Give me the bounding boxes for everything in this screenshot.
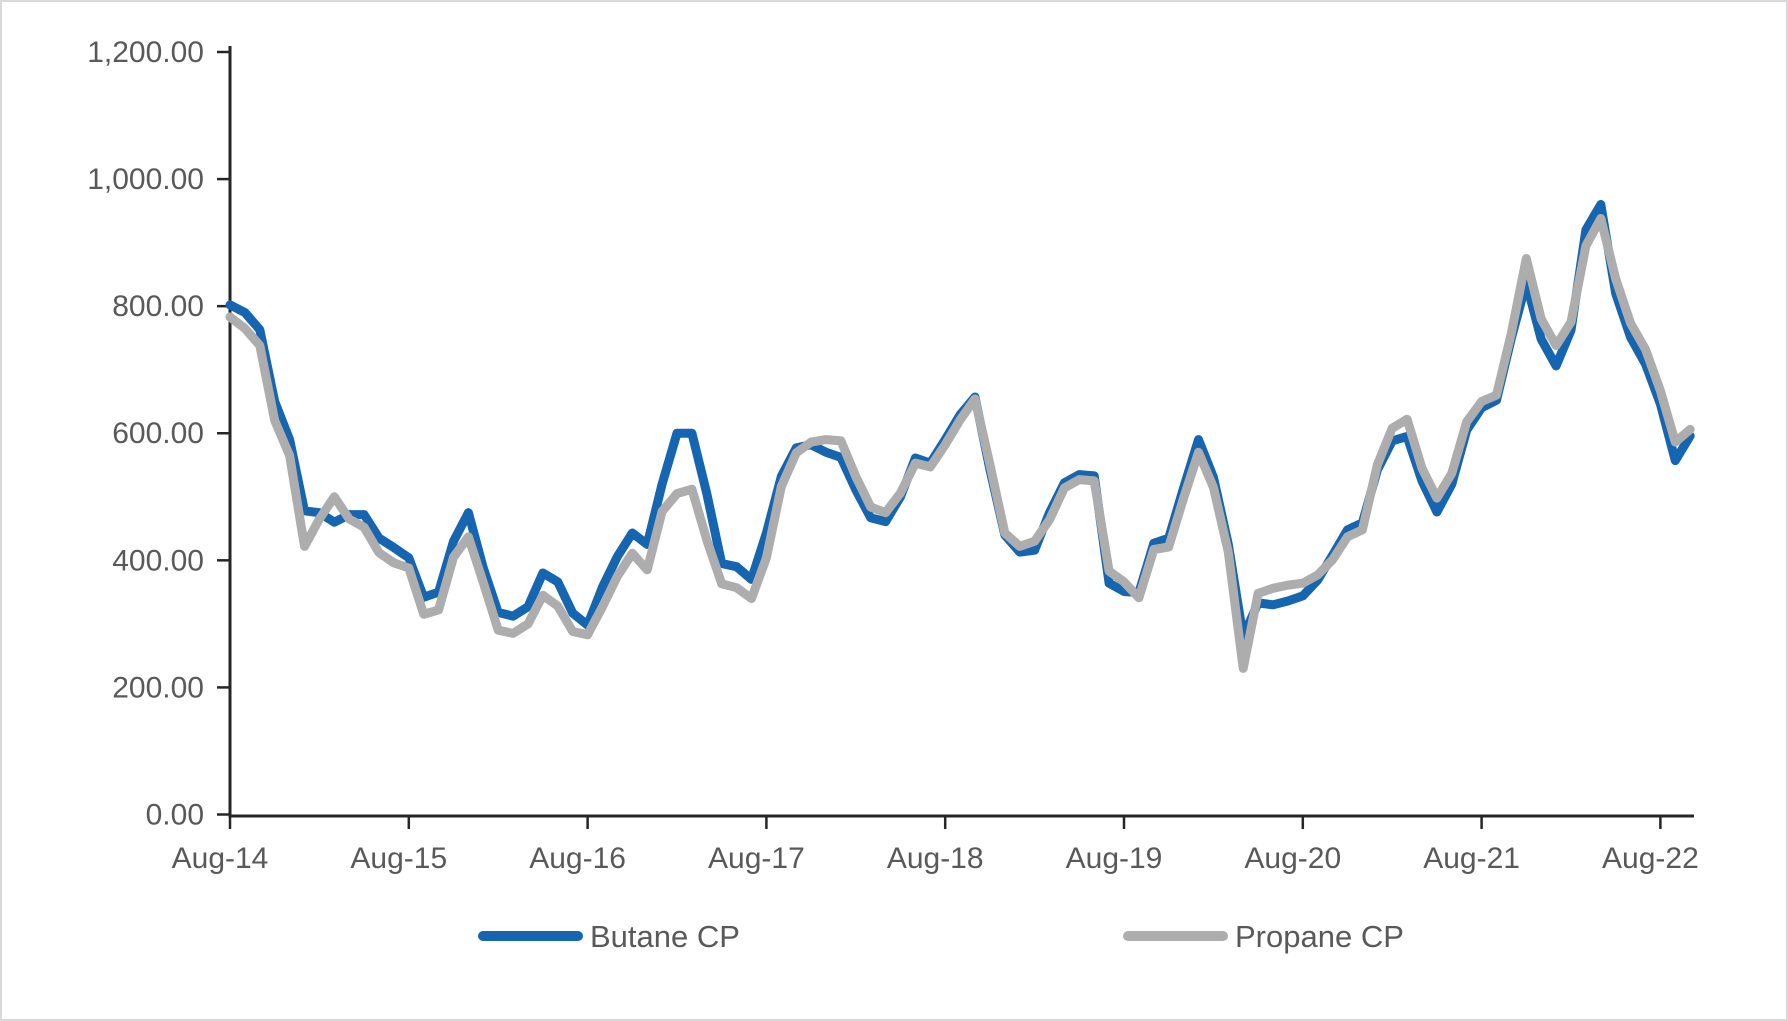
x-axis-tick-label: Aug-17 (708, 842, 805, 875)
x-axis-tick-label: Aug-14 (172, 842, 269, 875)
x-axis-tick-label: Aug-21 (1423, 842, 1520, 875)
propane-legend-label: Propane CP (1235, 919, 1404, 954)
x-axis-tick-label: Aug-19 (1066, 842, 1163, 875)
x-axis-tick-label: Aug-18 (887, 842, 984, 875)
y-axis-tick-label: 400.00 (112, 544, 204, 577)
y-axis-tick-label: 800.00 (112, 290, 204, 323)
y-axis-tick-label: 600.00 (112, 417, 204, 450)
y-axis-ticks: 1,200.00 1,000.00 800.00 600.00 400.00 200.00… (87, 36, 230, 832)
x-axis-ticks: Aug-14 Aug-15 Aug-16 Aug-17 Aug-18 Aug-19 Aug-… (172, 816, 1699, 875)
x-axis-tick-label: Aug-22 (1602, 842, 1699, 875)
x-axis-tick-label: Aug-15 (350, 842, 447, 875)
y-axis-tick-label: 1,200.00 (87, 36, 204, 69)
butane-legend-label: Butane CP (590, 919, 740, 954)
legend: Butane CP Propane CP (478, 919, 1404, 954)
propane-cp-line (225, 214, 1695, 673)
x-axis-tick-label: Aug-16 (529, 842, 626, 875)
axis-lines (228, 46, 1694, 818)
plot-series (225, 200, 1695, 673)
y-axis-tick-label: 200.00 (112, 671, 204, 704)
y-axis-tick-label: 0.00 (146, 799, 204, 832)
y-axis-tick-label: 1,000.00 (87, 163, 204, 196)
x-axis-tick-label: Aug-20 (1244, 842, 1341, 875)
